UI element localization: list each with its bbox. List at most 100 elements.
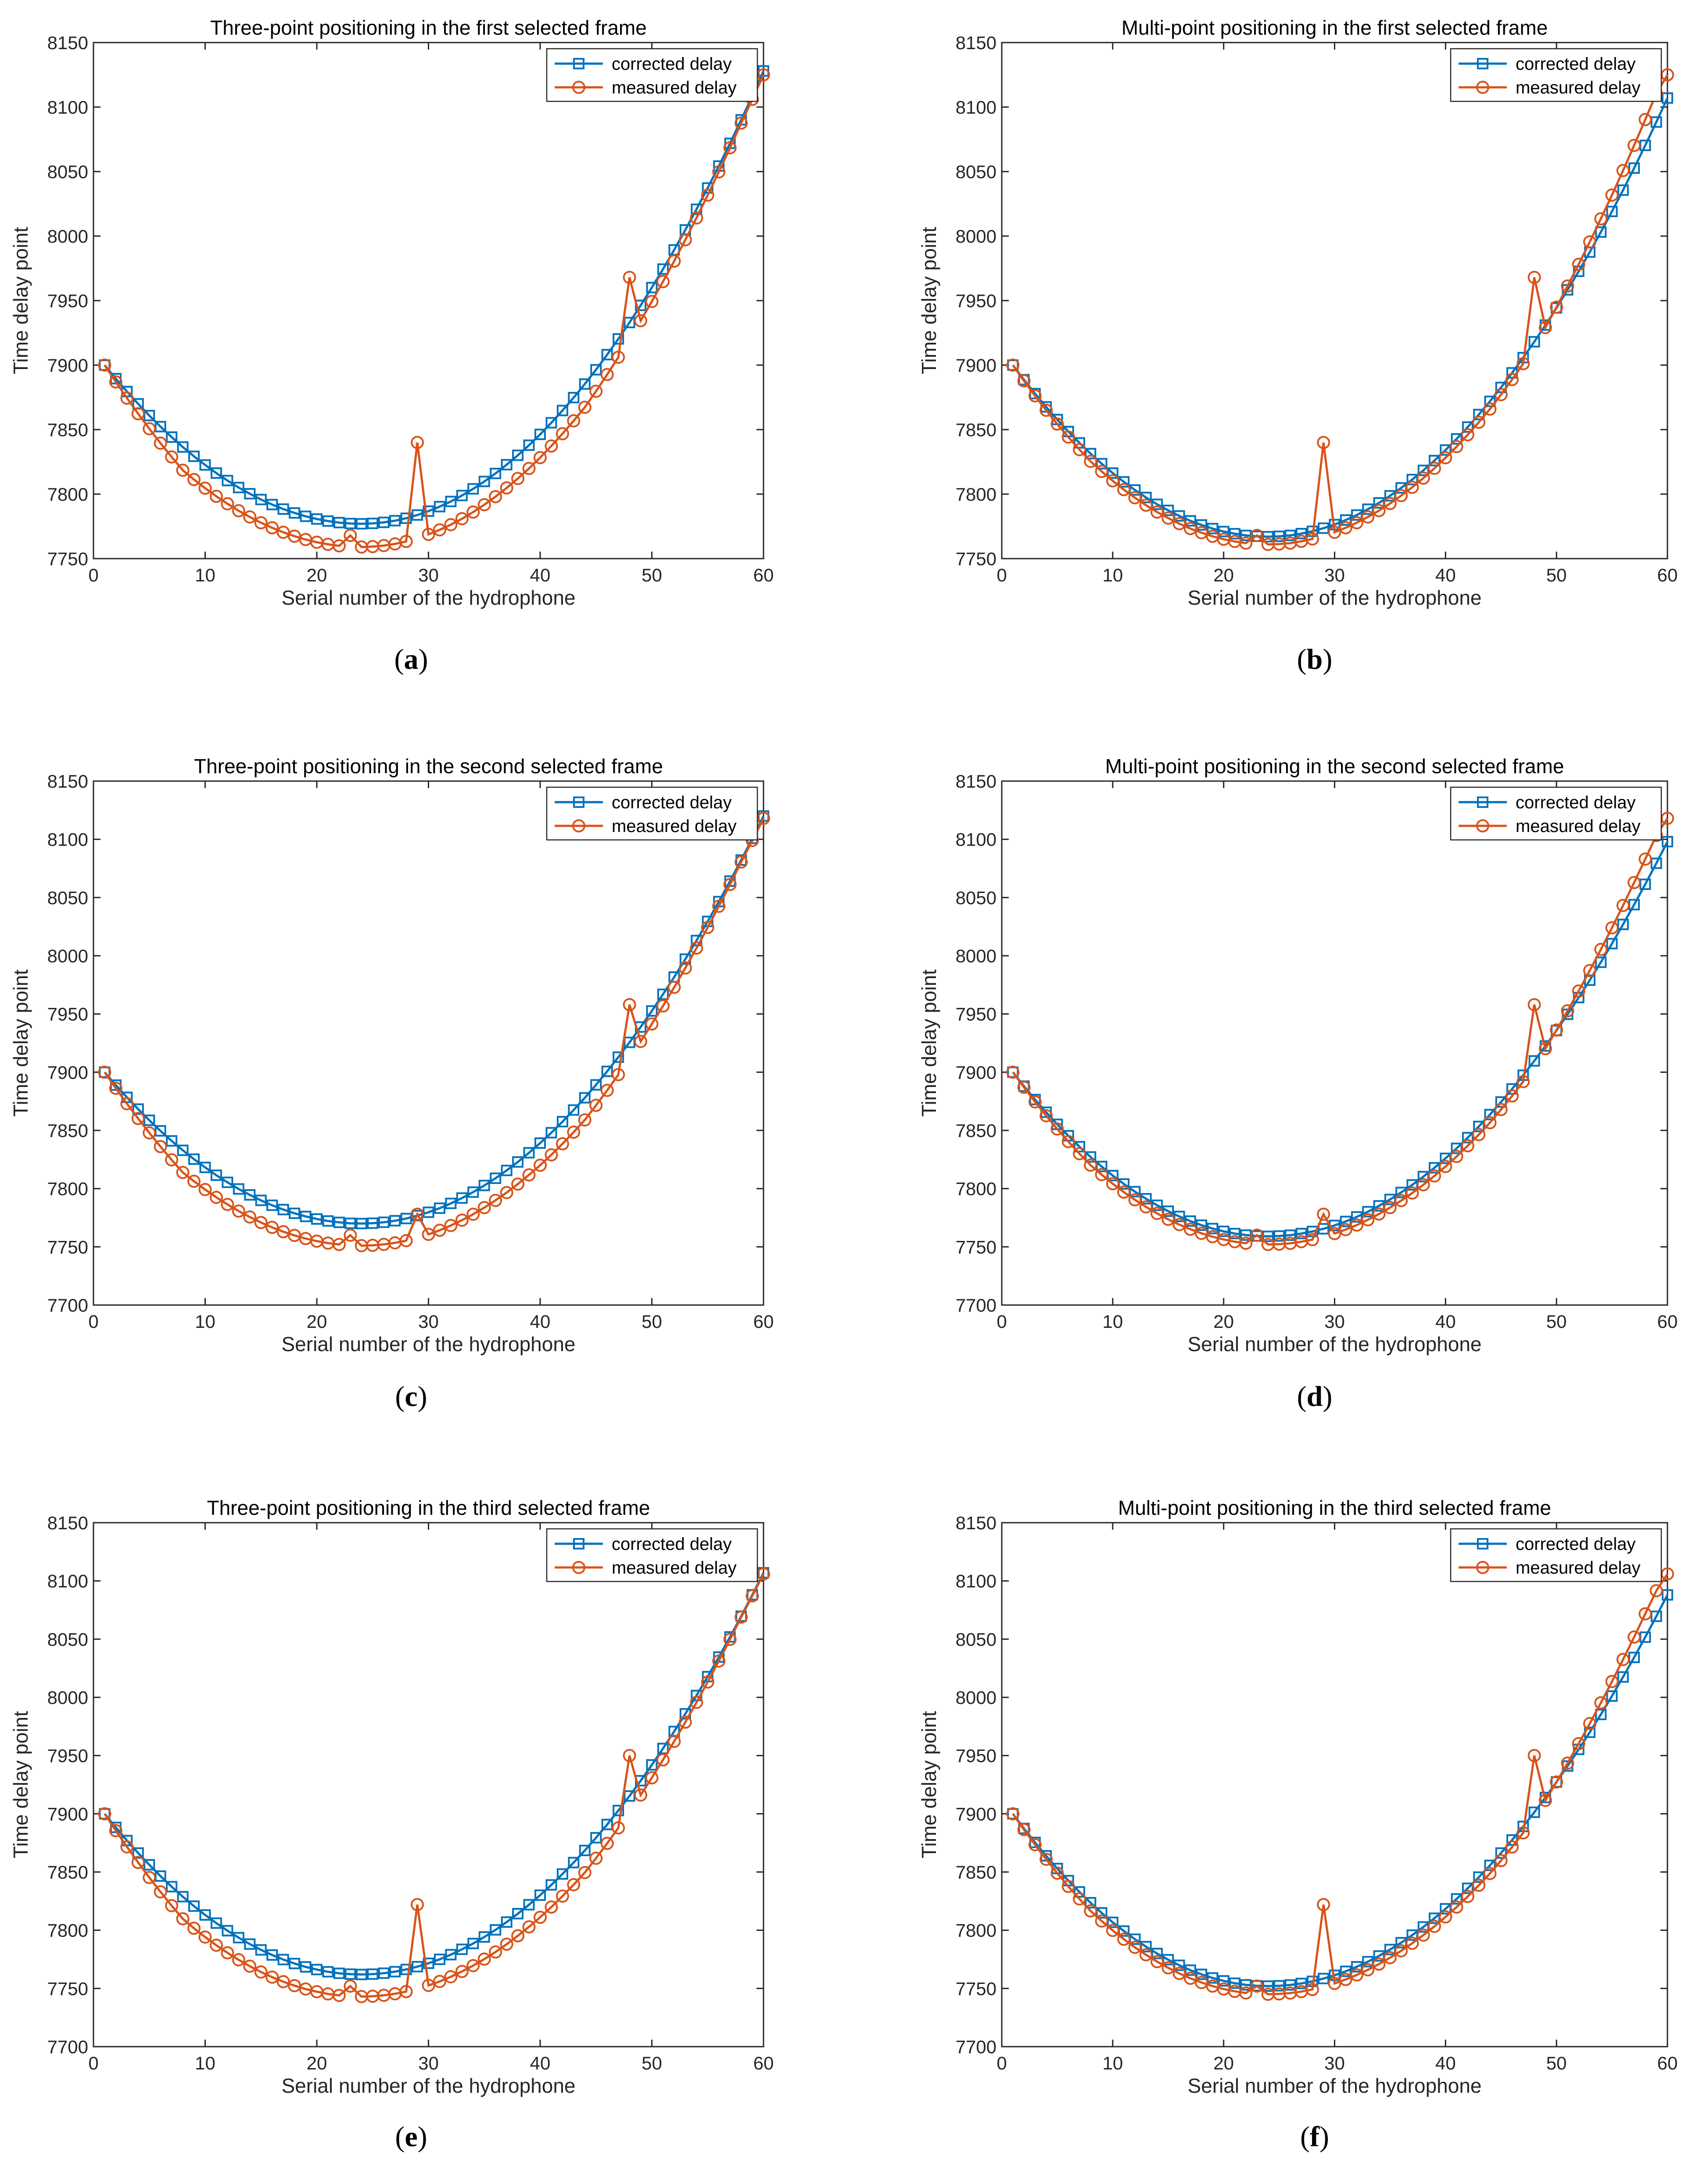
measured-delay-marker xyxy=(1117,1933,1131,1946)
corrected-delay-marker xyxy=(1295,1228,1307,1240)
corrected-delay-marker xyxy=(400,512,412,524)
corrected-delay-marker xyxy=(1318,1972,1330,1984)
measured-delay-marker xyxy=(120,391,134,405)
measured-delay-marker xyxy=(634,1788,648,1802)
legend-measured-marker xyxy=(572,81,585,94)
corrected-delay-marker xyxy=(222,1925,233,1937)
corrected-delay-marker xyxy=(456,1192,468,1204)
measured-delay-marker xyxy=(455,512,469,526)
corrected-delay-marker xyxy=(378,1216,390,1228)
corrected-delay-marker xyxy=(177,1144,189,1156)
x-axis-label: Serial number of the hydrophone xyxy=(282,586,576,609)
measured-delay-marker xyxy=(1472,1128,1486,1141)
x-tick-label: 10 xyxy=(195,565,215,585)
corrected-delay-marker xyxy=(1440,444,1452,456)
corrected-delay-marker xyxy=(568,392,580,404)
corrected-delay-marker xyxy=(568,1857,580,1868)
corrected-delay-marker xyxy=(456,1944,468,1955)
measured-delay-marker xyxy=(500,1186,513,1199)
measured-delay-marker xyxy=(344,529,357,542)
measured-delay-marker xyxy=(1095,1914,1108,1928)
y-tick-label: 7950 xyxy=(956,1746,997,1766)
corrected-delay-marker xyxy=(1484,1859,1496,1871)
y-tick-label: 7700 xyxy=(47,1295,88,1316)
measured-delay-marker xyxy=(1394,1944,1408,1958)
corrected-delay-marker xyxy=(1528,336,1540,348)
measured-delay-marker xyxy=(678,1715,692,1729)
corrected-delay-marker xyxy=(1650,857,1662,869)
corrected-delay-marker xyxy=(1462,421,1473,433)
measured-delay-marker xyxy=(1239,1986,1253,2000)
legend: corrected delay measured delay xyxy=(546,786,758,841)
corrected-delay-marker xyxy=(255,494,267,506)
measured-delay-marker xyxy=(1416,1178,1430,1191)
corrected-delay-marker xyxy=(501,1165,513,1176)
caption-f: (f) xyxy=(1300,2121,1329,2153)
measured-delay-marker xyxy=(678,961,692,975)
measured-delay-marker xyxy=(701,921,714,934)
x-tick-label: 40 xyxy=(1435,2053,1456,2073)
y-tick-label: 8000 xyxy=(47,946,88,966)
y-tick-label: 8000 xyxy=(956,226,997,247)
corrected-delay-marker xyxy=(266,1949,278,1961)
measured-delay-marker xyxy=(1638,852,1652,866)
chart-panel-4: Multi-point positioning in the second se… xyxy=(918,755,1678,1356)
x-axis-label: Serial number of the hydrophone xyxy=(282,2074,576,2097)
corrected-delay-marker xyxy=(210,1169,222,1181)
corrected-delay-marker xyxy=(467,1937,479,1949)
measured-delay-marker xyxy=(1361,1213,1375,1226)
legend-measured-label: measured delay xyxy=(612,78,737,97)
measured-delay-marker xyxy=(1028,1095,1042,1108)
corrected-delay-marker xyxy=(423,505,434,517)
corrected-delay-marker xyxy=(1451,433,1463,445)
measured-delay-marker xyxy=(1405,1937,1419,1950)
y-axis-label: Time delay point xyxy=(918,1711,940,1858)
corrected-delay-marker xyxy=(244,1938,256,1950)
measured-delay-marker xyxy=(1061,1879,1075,1893)
measured-delay-marker xyxy=(444,1970,458,1983)
corrected-delay-marker xyxy=(1473,1871,1485,1883)
legend-corrected-label: corrected delay xyxy=(612,54,731,74)
corrected-delay-marker xyxy=(1628,162,1640,174)
measured-delay-marker xyxy=(1428,1919,1441,1933)
measured-delay-marker xyxy=(656,275,670,288)
measured-delay-marker xyxy=(1017,374,1031,387)
measured-delay-marker xyxy=(667,255,681,268)
corrected-delay-marker xyxy=(1162,1205,1174,1217)
measured-delay-marker xyxy=(690,211,703,225)
x-tick-label: 50 xyxy=(642,1311,662,1332)
corrected-delay-marker xyxy=(277,1204,289,1216)
x-tick-label: 50 xyxy=(1546,2053,1567,2073)
measured-delay-marker xyxy=(466,1208,480,1221)
plot-area xyxy=(93,780,764,1306)
legend-measured-marker xyxy=(1476,1561,1489,1574)
measured-delay-marker xyxy=(534,1911,547,1924)
measured-delay-marker xyxy=(254,1216,268,1229)
measured-delay-marker xyxy=(433,523,446,537)
measured-delay-marker xyxy=(1106,474,1119,488)
measured-delay-marker xyxy=(1516,1826,1530,1840)
x-tick-label: 10 xyxy=(1102,2053,1123,2073)
measured-delay-marker xyxy=(1339,521,1352,534)
x-tick-label: 0 xyxy=(88,2053,98,2073)
measured-delay-marker xyxy=(746,1589,759,1603)
corrected-delay-marker xyxy=(210,1917,222,1929)
corrected-delay-marker xyxy=(523,1899,535,1911)
measured-delay-marker xyxy=(600,1083,614,1097)
x-tick-label: 10 xyxy=(1102,1311,1123,1332)
measured-delay-marker xyxy=(1172,1967,1186,1980)
x-tick-label: 0 xyxy=(88,565,98,585)
measured-delay-marker xyxy=(154,1885,167,1899)
corrected-delay-marker xyxy=(222,475,233,487)
caption-a: (a) xyxy=(394,643,428,675)
corrected-delay-marker xyxy=(646,1759,658,1771)
legend-corrected-marker xyxy=(573,58,584,69)
y-tick-label: 7800 xyxy=(47,484,88,505)
measured-delay-marker xyxy=(154,1140,167,1153)
legend: corrected delay measured delay xyxy=(546,1528,758,1582)
measured-delay-marker xyxy=(265,1221,279,1234)
corrected-delay-marker xyxy=(188,450,200,462)
y-axis-label: Time delay point xyxy=(9,1711,32,1858)
y-tick-label: 8050 xyxy=(47,887,88,908)
measured-delay-marker xyxy=(489,1194,502,1207)
